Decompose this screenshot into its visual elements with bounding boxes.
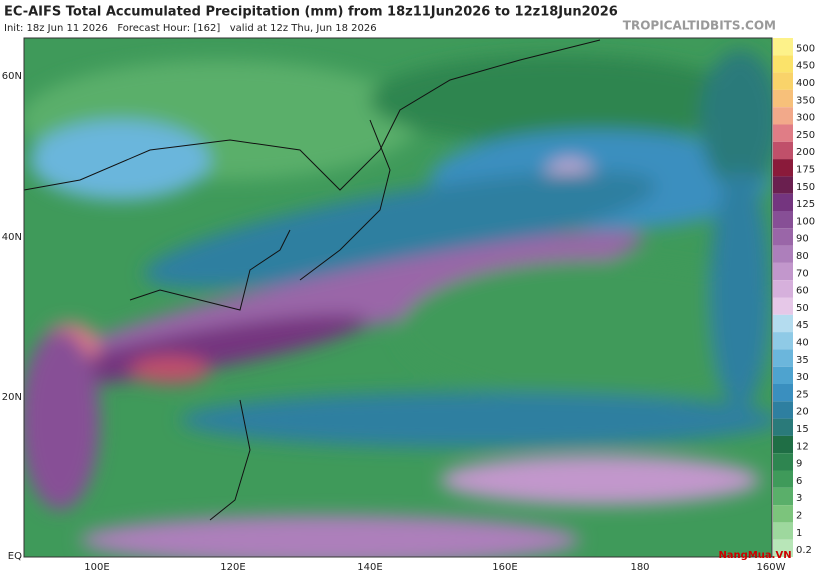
lon-labels: 100E 120E 140E 160E 180 160W bbox=[84, 562, 785, 573]
colorbar-swatch bbox=[773, 470, 793, 488]
colorbar-label: 30 bbox=[796, 372, 809, 383]
colorbar-label: 2 bbox=[796, 510, 802, 521]
watermark: NangMua.VN bbox=[718, 550, 791, 561]
colorbar-label: 125 bbox=[796, 199, 815, 210]
lon-label: 120E bbox=[220, 562, 245, 573]
colorbar-swatch bbox=[773, 107, 793, 125]
colorbar-label: 70 bbox=[796, 268, 809, 279]
colorbar-label: 20 bbox=[796, 407, 809, 418]
colorbar-label: 60 bbox=[796, 286, 809, 297]
colorbar-label: 3 bbox=[796, 493, 802, 504]
colorbar-label: 12 bbox=[796, 441, 809, 452]
colorbar-swatch bbox=[773, 435, 793, 454]
lon-label: 100E bbox=[84, 562, 109, 573]
colorbar-swatch bbox=[773, 55, 793, 73]
colorbar-label: 200 bbox=[796, 147, 815, 158]
colorbar-swatch bbox=[773, 72, 793, 90]
colorbar-label: 25 bbox=[796, 389, 809, 400]
colorbar-label: 175 bbox=[796, 164, 815, 175]
colorbar-label: 0.2 bbox=[796, 545, 812, 556]
colorbar: 5004504003503002502001751501251009080706… bbox=[773, 38, 815, 557]
precip-map bbox=[24, 38, 772, 557]
colorbar-label: 500 bbox=[796, 43, 815, 54]
colorbar-swatch bbox=[773, 487, 793, 506]
colorbar-label: 9 bbox=[796, 459, 802, 470]
colorbar-swatch bbox=[773, 522, 793, 540]
colorbar-swatch bbox=[773, 314, 793, 333]
colorbar-label: 15 bbox=[796, 424, 809, 435]
lon-label: 160W bbox=[757, 562, 786, 573]
colorbar-swatch bbox=[773, 38, 793, 56]
lat-label: 20N bbox=[2, 392, 22, 403]
colorbar-label: 450 bbox=[796, 61, 815, 72]
colorbar-swatch bbox=[773, 124, 793, 142]
colorbar-swatch bbox=[773, 176, 793, 194]
lat-labels: 60N 40N 20N EQ bbox=[2, 71, 22, 562]
lon-label: 160E bbox=[492, 562, 517, 573]
subtitle: Init: 18z Jun 11 2026 Forecast Hour: [16… bbox=[4, 23, 377, 34]
title: EC-AIFS Total Accumulated Precipitation … bbox=[4, 5, 618, 20]
colorbar-swatch bbox=[773, 332, 793, 350]
colorbar-label: 45 bbox=[796, 320, 809, 331]
colorbar-swatch bbox=[773, 453, 793, 471]
colorbar-label: 50 bbox=[796, 303, 809, 314]
colorbar-label: 35 bbox=[796, 355, 809, 366]
colorbar-label: 300 bbox=[796, 113, 815, 124]
colorbar-swatch bbox=[773, 401, 793, 419]
colorbar-swatch bbox=[773, 193, 793, 211]
colorbar-swatch bbox=[773, 262, 793, 281]
colorbar-swatch bbox=[773, 297, 793, 315]
colorbar-swatch bbox=[773, 211, 793, 229]
colorbar-swatch bbox=[773, 505, 793, 523]
colorbar-swatch bbox=[773, 141, 793, 160]
colorbar-swatch bbox=[773, 366, 793, 384]
colorbar-label: 150 bbox=[796, 182, 815, 193]
colorbar-swatch bbox=[773, 228, 793, 246]
colorbar-swatch bbox=[773, 349, 793, 367]
lat-label: 60N bbox=[2, 71, 22, 82]
colorbar-label: 40 bbox=[796, 337, 809, 348]
colorbar-label: 1 bbox=[796, 528, 802, 539]
colorbar-swatch bbox=[773, 89, 793, 108]
colorbar-label: 100 bbox=[796, 216, 815, 227]
lon-label: 180 bbox=[630, 562, 649, 573]
colorbar-label: 250 bbox=[796, 130, 815, 141]
colorbar-swatch bbox=[773, 280, 793, 298]
map-frame bbox=[23, 37, 773, 558]
colorbar-label: 400 bbox=[796, 78, 815, 89]
colorbar-label: 350 bbox=[796, 95, 815, 106]
site-name: TROPICALTIDBITS.COM bbox=[623, 19, 776, 33]
colorbar-swatch bbox=[773, 384, 793, 402]
lat-label: 40N bbox=[2, 232, 22, 243]
colorbar-swatch bbox=[773, 418, 793, 436]
colorbar-label: 6 bbox=[796, 476, 802, 487]
colorbar-label: 90 bbox=[796, 234, 809, 245]
colorbar-label: 80 bbox=[796, 251, 809, 262]
lat-label: EQ bbox=[8, 551, 22, 562]
colorbar-swatch bbox=[773, 539, 793, 557]
lon-label: 140E bbox=[357, 562, 382, 573]
colorbar-swatch bbox=[773, 245, 793, 263]
colorbar-swatch bbox=[773, 159, 793, 177]
